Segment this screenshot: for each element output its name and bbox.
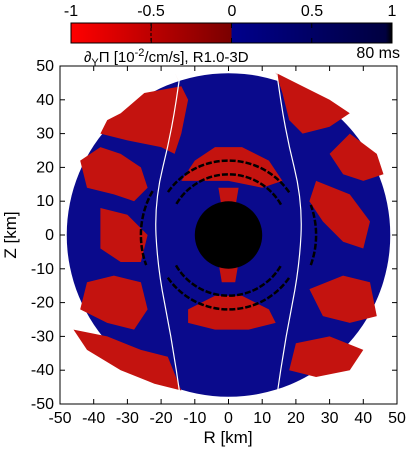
contour-line — [155, 66, 182, 404]
negative-region — [329, 133, 384, 181]
shock-arc — [139, 190, 154, 266]
caption-tail: /cm/s], R1.0-3D — [144, 49, 248, 66]
negative-region — [80, 147, 148, 202]
chart-caption: ∂YΠ [10-2/cm/s], R1.0-3D — [84, 47, 249, 69]
y-tick-label: 20 — [36, 159, 54, 176]
caption-body: Π [10 — [99, 49, 135, 66]
negative-region — [80, 275, 148, 330]
negative-region — [100, 72, 189, 154]
y-tick-label: 40 — [36, 92, 54, 109]
y-tick-label: -50 — [31, 396, 54, 413]
time-label: 80 ms — [356, 45, 400, 62]
x-tick-label: -40 — [82, 410, 105, 427]
shock-arc — [166, 159, 291, 194]
y-tick-label: 0 — [45, 227, 54, 244]
shock-arc — [309, 204, 318, 266]
y-tick-label: 30 — [36, 126, 54, 143]
shock-arc — [174, 173, 283, 206]
negative-regions — [73, 72, 384, 391]
x-axis-title: R [km] — [203, 428, 252, 447]
x-tick-label: 50 — [388, 410, 406, 427]
colorbar — [70, 22, 393, 44]
x-tick-label: -20 — [150, 410, 173, 427]
contour-line — [275, 66, 302, 404]
contour-lines — [155, 66, 302, 404]
x-tick-label: 10 — [253, 410, 271, 427]
negative-region — [309, 275, 377, 323]
caption-partial: ∂ — [84, 49, 91, 66]
colorbar-tick-label: -1 — [64, 3, 78, 20]
core-group — [139, 159, 318, 311]
negative-region — [289, 336, 364, 377]
negative-region — [73, 329, 182, 391]
y-tick-label: -40 — [31, 362, 54, 379]
colorbar-tick-label: 1 — [388, 3, 397, 20]
x-tick-label: -50 — [48, 410, 71, 427]
negative-region — [275, 72, 350, 134]
colorbar-tick-label: 0.5 — [301, 3, 323, 20]
y-axis-title: Z [km] — [1, 211, 20, 258]
negative-region — [100, 208, 148, 262]
colorbar-tick-label: -0.5 — [137, 3, 165, 20]
x-tick-label: -30 — [116, 410, 139, 427]
y-axis-ticks: 50 40 30 20 10 0 -10 -20 -30 -40 -50 — [31, 58, 397, 413]
x-tick-label: -10 — [183, 410, 206, 427]
colorbar-ticks — [70, 23, 393, 43]
y-tick-label: -30 — [31, 328, 54, 345]
y-tick-label: -20 — [31, 295, 54, 312]
core-region — [194, 201, 263, 269]
x-tick-label: 20 — [287, 410, 305, 427]
y-tick-label: 50 — [36, 58, 54, 75]
shock-arc — [166, 276, 291, 311]
y-tick-label: -10 — [31, 261, 54, 278]
x-tick-label: 0 — [224, 410, 233, 427]
x-tick-label: 30 — [321, 410, 339, 427]
caption-subscript: Y — [91, 57, 99, 69]
negative-region — [309, 180, 370, 249]
shock-arc — [174, 264, 283, 297]
plot-area — [66, 66, 391, 404]
x-axis-ticks: -50 -40 -30 -20 -10 0 10 20 30 40 50 — [48, 66, 406, 427]
y-tick-label: 10 — [36, 193, 54, 210]
caption-superscript: -2 — [135, 47, 145, 59]
x-tick-label: 40 — [354, 410, 372, 427]
colorbar-tick-label: 0 — [228, 3, 237, 20]
